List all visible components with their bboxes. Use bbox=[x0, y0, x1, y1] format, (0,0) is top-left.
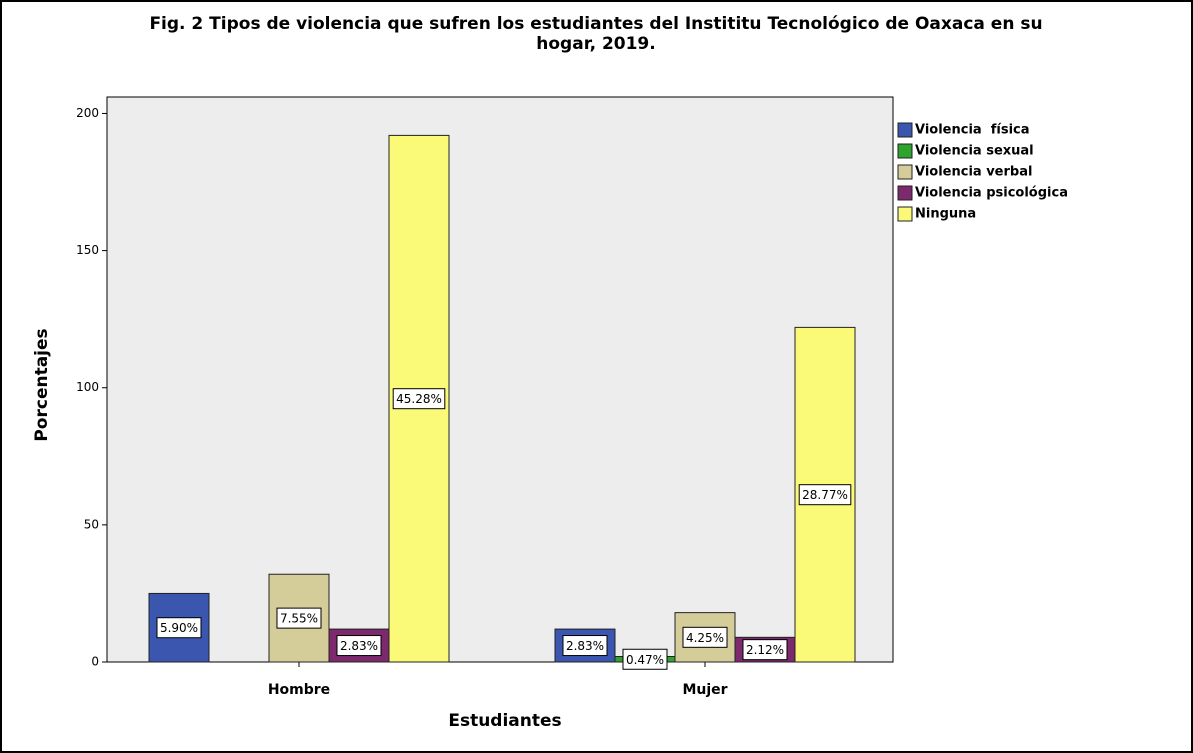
legend-label: Violencia sexual bbox=[915, 144, 1034, 159]
value-label: 0.47% bbox=[626, 653, 664, 667]
legend-label: Violencia física bbox=[915, 123, 1030, 138]
y-tick-label: 100 bbox=[76, 380, 99, 394]
value-label: 4.25% bbox=[686, 631, 724, 645]
value-label-box bbox=[156, 617, 202, 639]
y-tick-label: 200 bbox=[76, 106, 99, 120]
value-label-box bbox=[276, 607, 322, 629]
value-label: 45.28% bbox=[396, 392, 442, 406]
value-label-box bbox=[682, 626, 728, 648]
y-tick-label: 50 bbox=[84, 517, 99, 531]
value-label-box bbox=[742, 639, 788, 661]
value-label: 2.83% bbox=[566, 639, 604, 653]
x-tick-label: Mujer bbox=[682, 682, 727, 698]
value-label-box bbox=[392, 388, 446, 410]
legend-label: Ninguna bbox=[915, 207, 976, 222]
value-label: 7.55% bbox=[280, 612, 318, 626]
legend-swatch bbox=[897, 185, 913, 201]
value-label: 2.83% bbox=[340, 639, 378, 653]
y-axis-title: Porcentajes bbox=[32, 328, 52, 441]
y-tick-label: 150 bbox=[76, 243, 99, 257]
value-label-box bbox=[622, 648, 668, 670]
plot-area bbox=[106, 96, 894, 663]
legend-label: Violencia psicológica bbox=[915, 186, 1068, 201]
legend-swatch bbox=[897, 143, 913, 159]
value-label: 2.12% bbox=[746, 643, 784, 657]
value-label-box bbox=[562, 635, 608, 657]
chart-title: Fig. 2 Tipos de violencia que sufren los… bbox=[149, 14, 1042, 34]
legend-swatch bbox=[897, 164, 913, 180]
value-label-box bbox=[798, 484, 852, 506]
legend-label: Violencia verbal bbox=[915, 165, 1032, 180]
chart-subtitle: hogar, 2019. bbox=[536, 34, 655, 54]
legend-swatch bbox=[897, 122, 913, 138]
legend-swatch bbox=[897, 206, 913, 222]
x-axis-title: Estudiantes bbox=[448, 711, 561, 731]
value-label: 28.77% bbox=[802, 488, 848, 502]
x-tick-label: Hombre bbox=[268, 682, 330, 698]
value-label: 5.90% bbox=[160, 621, 198, 635]
y-tick-label: 0 bbox=[91, 655, 99, 669]
value-label-box bbox=[336, 635, 382, 657]
